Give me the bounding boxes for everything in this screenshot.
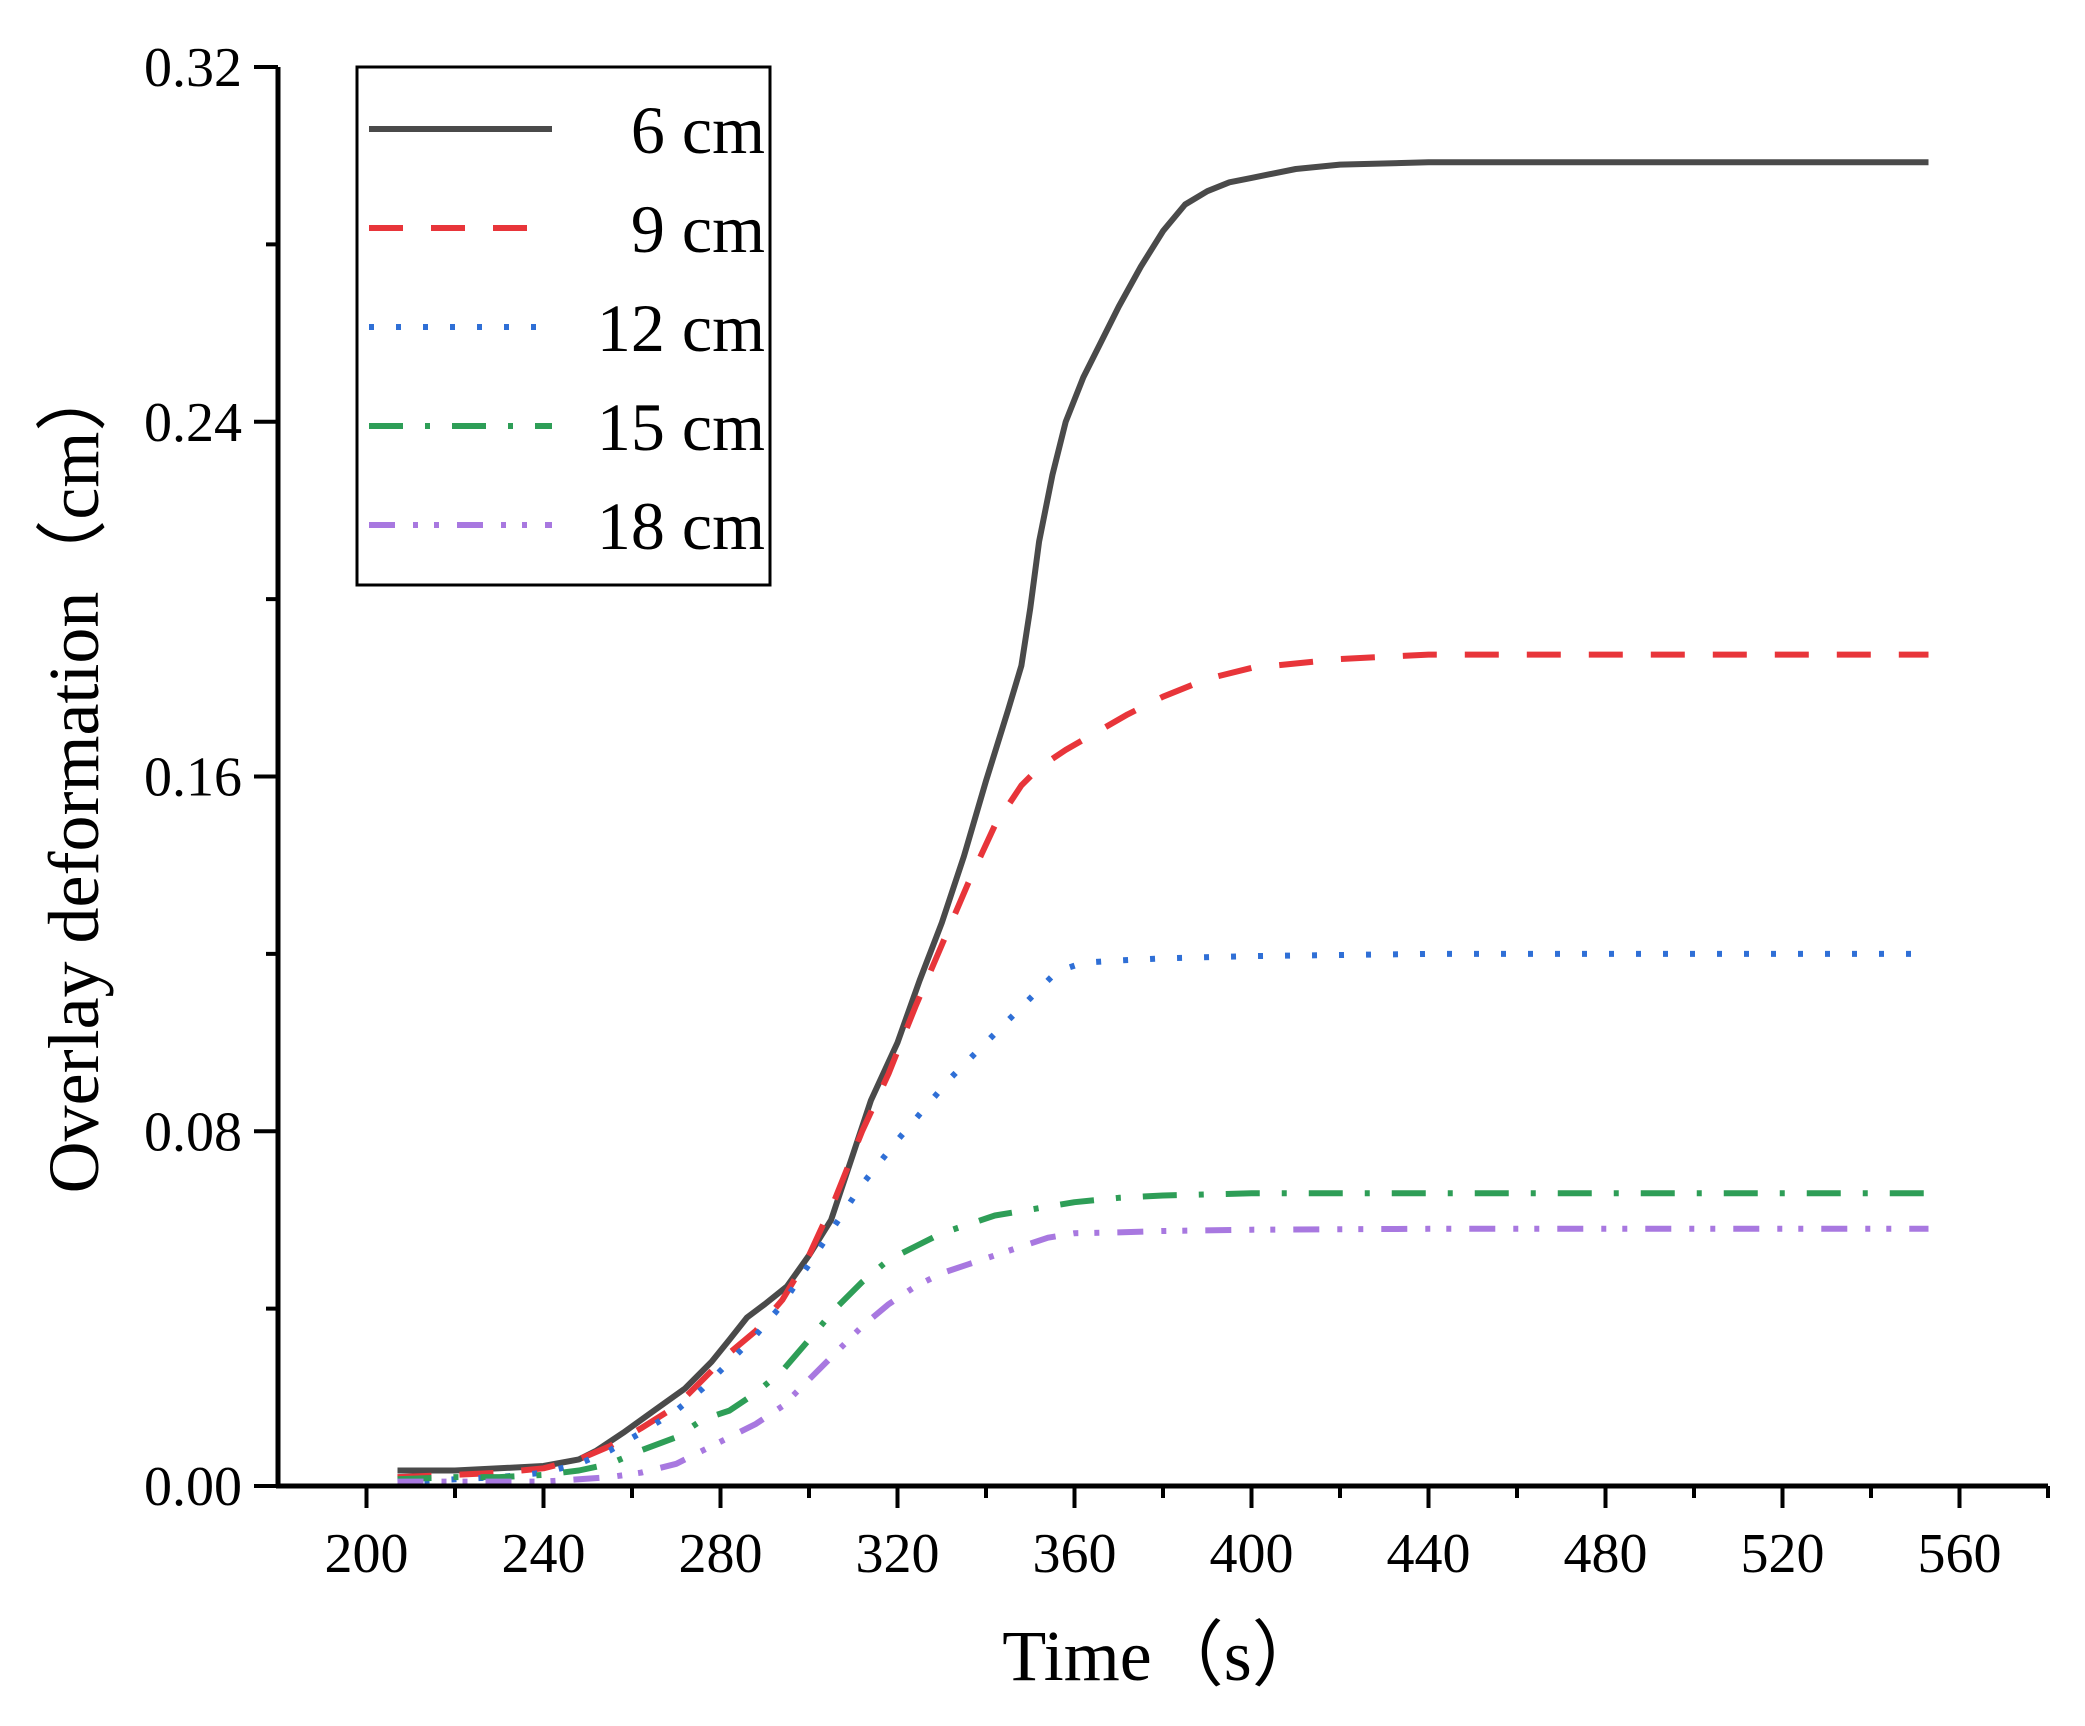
series-line-12cm <box>397 950 1929 1485</box>
x-tick-label: 480 <box>1564 1523 1648 1585</box>
x-tick-label: 320 <box>856 1523 940 1585</box>
series-layer <box>397 159 1929 1485</box>
axes-layer: 200 240 280 320 360 400 440 480 520 560 0.00 0.08 0.… <box>34 37 2050 1696</box>
x-axis-title: Time（s） <box>1002 1616 1323 1696</box>
series-line-9cm <box>397 651 1929 1481</box>
series-line-18cm <box>397 1225 1929 1485</box>
x-tick-label: 200 <box>325 1523 409 1585</box>
series-line-15cm <box>397 1190 1929 1483</box>
y-tick-label: 0.24 <box>144 392 242 454</box>
legend: 6 cm 9 cm 12 cm 15 cm 18 cm <box>355 65 772 587</box>
legend-label: 9 cm <box>631 191 765 267</box>
y-tick-label: 0.16 <box>144 747 242 809</box>
legend-label: 15 cm <box>597 389 765 465</box>
x-tick-label: 560 <box>1918 1523 2002 1585</box>
x-tick-label: 360 <box>1033 1523 1117 1585</box>
x-tick-label: 520 <box>1741 1523 1825 1585</box>
y-axis-title: Overlay deformation（cm） <box>34 360 114 1194</box>
y-tick-label: 0.00 <box>144 1456 242 1518</box>
legend-label: 18 cm <box>597 488 765 564</box>
x-tick-label: 400 <box>1210 1523 1294 1585</box>
legend-label: 12 cm <box>597 290 765 366</box>
legend-label: 6 cm <box>631 92 765 168</box>
x-tick-label: 280 <box>679 1523 763 1585</box>
x-tick-label: 440 <box>1387 1523 1471 1585</box>
x-tick-label: 240 <box>502 1523 586 1585</box>
y-tick-label: 0.08 <box>144 1101 242 1163</box>
y-tick-label: 0.32 <box>144 37 242 99</box>
series-line-6cm <box>397 159 1929 1474</box>
